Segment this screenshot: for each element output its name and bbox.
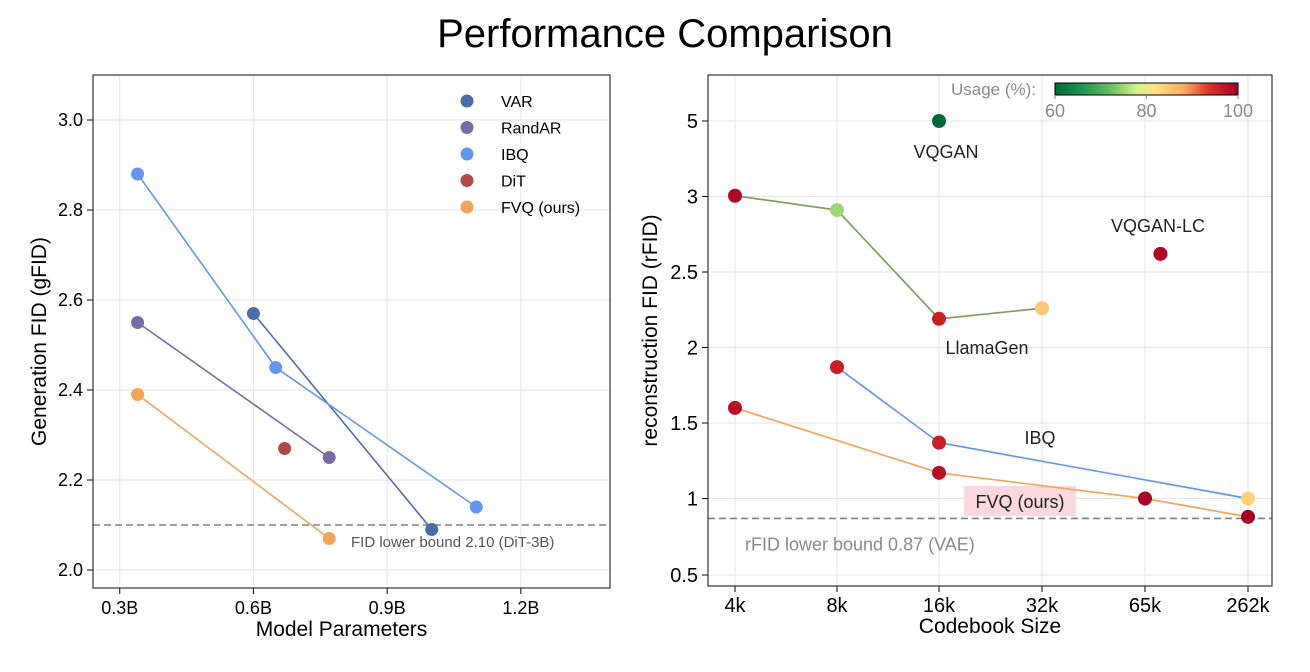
data-point-fvq-ours (1241, 509, 1255, 524)
series-line-llamagen (734, 194, 1043, 320)
series-label-vqgan: VQGAN (913, 142, 978, 162)
y-tick-label: 2.4 (58, 380, 83, 400)
data-point-vqgan (932, 114, 946, 128)
y-tick-label: 2.8 (58, 200, 83, 220)
usage-colorbar (1054, 82, 1239, 96)
legend-marker-randar (460, 121, 474, 134)
data-point-randar (322, 451, 336, 464)
data-point-fvq (131, 388, 145, 401)
left-plot-frame (92, 74, 611, 589)
y-tick-label: 2.5 (670, 262, 698, 284)
y-tick-label: 1 (687, 489, 698, 511)
x-tick-label: 4k (724, 595, 746, 617)
legend-label: VAR (501, 94, 533, 111)
data-point-ibq (1241, 491, 1255, 506)
figure-title: Performance Comparison (437, 12, 893, 56)
legend-label: RandAR (501, 121, 561, 138)
data-point-vqgan-lc (1153, 246, 1168, 261)
y-axis-label: reconstruction FID (rFID) (639, 214, 662, 446)
data-point-fvq-ours (728, 400, 742, 415)
data-point-fvq-ours (932, 465, 946, 480)
legend-label: FVQ (ours) (501, 200, 580, 217)
y-axis-label: Generation FID (gFID) (28, 237, 51, 446)
fid-lower-bound-label: FID lower bound 2.10 (DiT-3B) (351, 534, 554, 551)
legend-label: IBQ (501, 147, 529, 164)
data-point-var (425, 523, 439, 536)
legend-label: DiT (501, 174, 526, 191)
legend-marker-var (460, 94, 474, 108)
x-tick-label: 32k (1026, 595, 1059, 617)
right-plot-frame (707, 74, 1273, 587)
y-tick-label: 2 (687, 338, 698, 360)
colorbar-tick-label: 80 (1136, 101, 1156, 121)
fvq-label-background (964, 486, 1076, 516)
data-point-randar (131, 316, 145, 329)
data-point-var (246, 307, 260, 320)
series-line-fvq (137, 393, 330, 540)
y-tick-label: 2.6 (58, 290, 83, 310)
series-line-var (252, 312, 433, 531)
series-label-llamagen: LlamaGen (945, 338, 1028, 358)
series-label-vqgan-lc: VQGAN-LC (1111, 216, 1205, 236)
legend-marker-fvq (460, 200, 474, 214)
data-point-ibq (269, 361, 283, 374)
data-point-fvq (322, 532, 336, 545)
y-tick-label: 2.2 (58, 470, 83, 490)
x-tick-label: 0.6B (235, 598, 272, 618)
x-tick-label: 0.9B (369, 598, 406, 618)
series-line-randar (137, 321, 330, 459)
series-label-fvq-ours: FVQ (ours) (975, 492, 1064, 512)
x-tick-label: 262k (1226, 595, 1270, 617)
colorbar-tick-label: 60 (1045, 101, 1065, 121)
x-tick-label: 8k (826, 595, 848, 617)
data-point-llamagen (728, 188, 742, 203)
y-tick-label: 5 (687, 111, 698, 133)
rfid-lower-bound-label: rFID lower bound 0.87 (VAE) (745, 534, 975, 554)
y-tick-label: 1.5 (670, 413, 698, 435)
data-point-fvq-ours (1138, 491, 1152, 506)
x-tick-label: 0.3B (101, 598, 138, 618)
y-tick-label: 0.5 (670, 565, 698, 587)
series-line-ibq (136, 173, 477, 508)
x-axis-label: Codebook Size (919, 615, 1061, 638)
data-point-llamagen (932, 311, 946, 326)
colorbar-label: Usage (%): (951, 80, 1036, 99)
y-tick-label: 3.0 (58, 110, 83, 130)
left-chart: 0.3B 0.6B 0.9B 1.2B 2.0 2.2 2.4 2.6 2.8 3.0 FID lo… (28, 74, 611, 641)
legend-marker-dit (460, 174, 474, 187)
data-point-llamagen (1035, 301, 1049, 316)
data-point-dit (278, 442, 292, 455)
data-point-ibq (131, 167, 145, 181)
y-tick-label: 2.0 (58, 560, 83, 580)
data-point-ibq (932, 435, 946, 450)
legend-marker-ibq (460, 147, 474, 161)
data-point-ibq (830, 360, 844, 375)
y-tick-label: 3 (687, 187, 698, 209)
data-point-ibq (469, 500, 483, 514)
x-tick-label: 65k (1129, 595, 1162, 617)
right-chart: 4k 8k 16k 32k 65k 262k 0.5 1 1.5 2 2.5 3 5 rFID lower… (639, 74, 1273, 638)
x-tick-label: 1.2B (502, 598, 539, 618)
colorbar-tick-label: 100 (1223, 101, 1253, 121)
data-point-llamagen (830, 203, 844, 218)
x-tick-label: 16k (923, 595, 956, 617)
series-label-ibq: IBQ (1024, 428, 1055, 448)
x-axis-label: Model Parameters (256, 618, 428, 641)
series-line-fvq-ours (734, 407, 1249, 518)
